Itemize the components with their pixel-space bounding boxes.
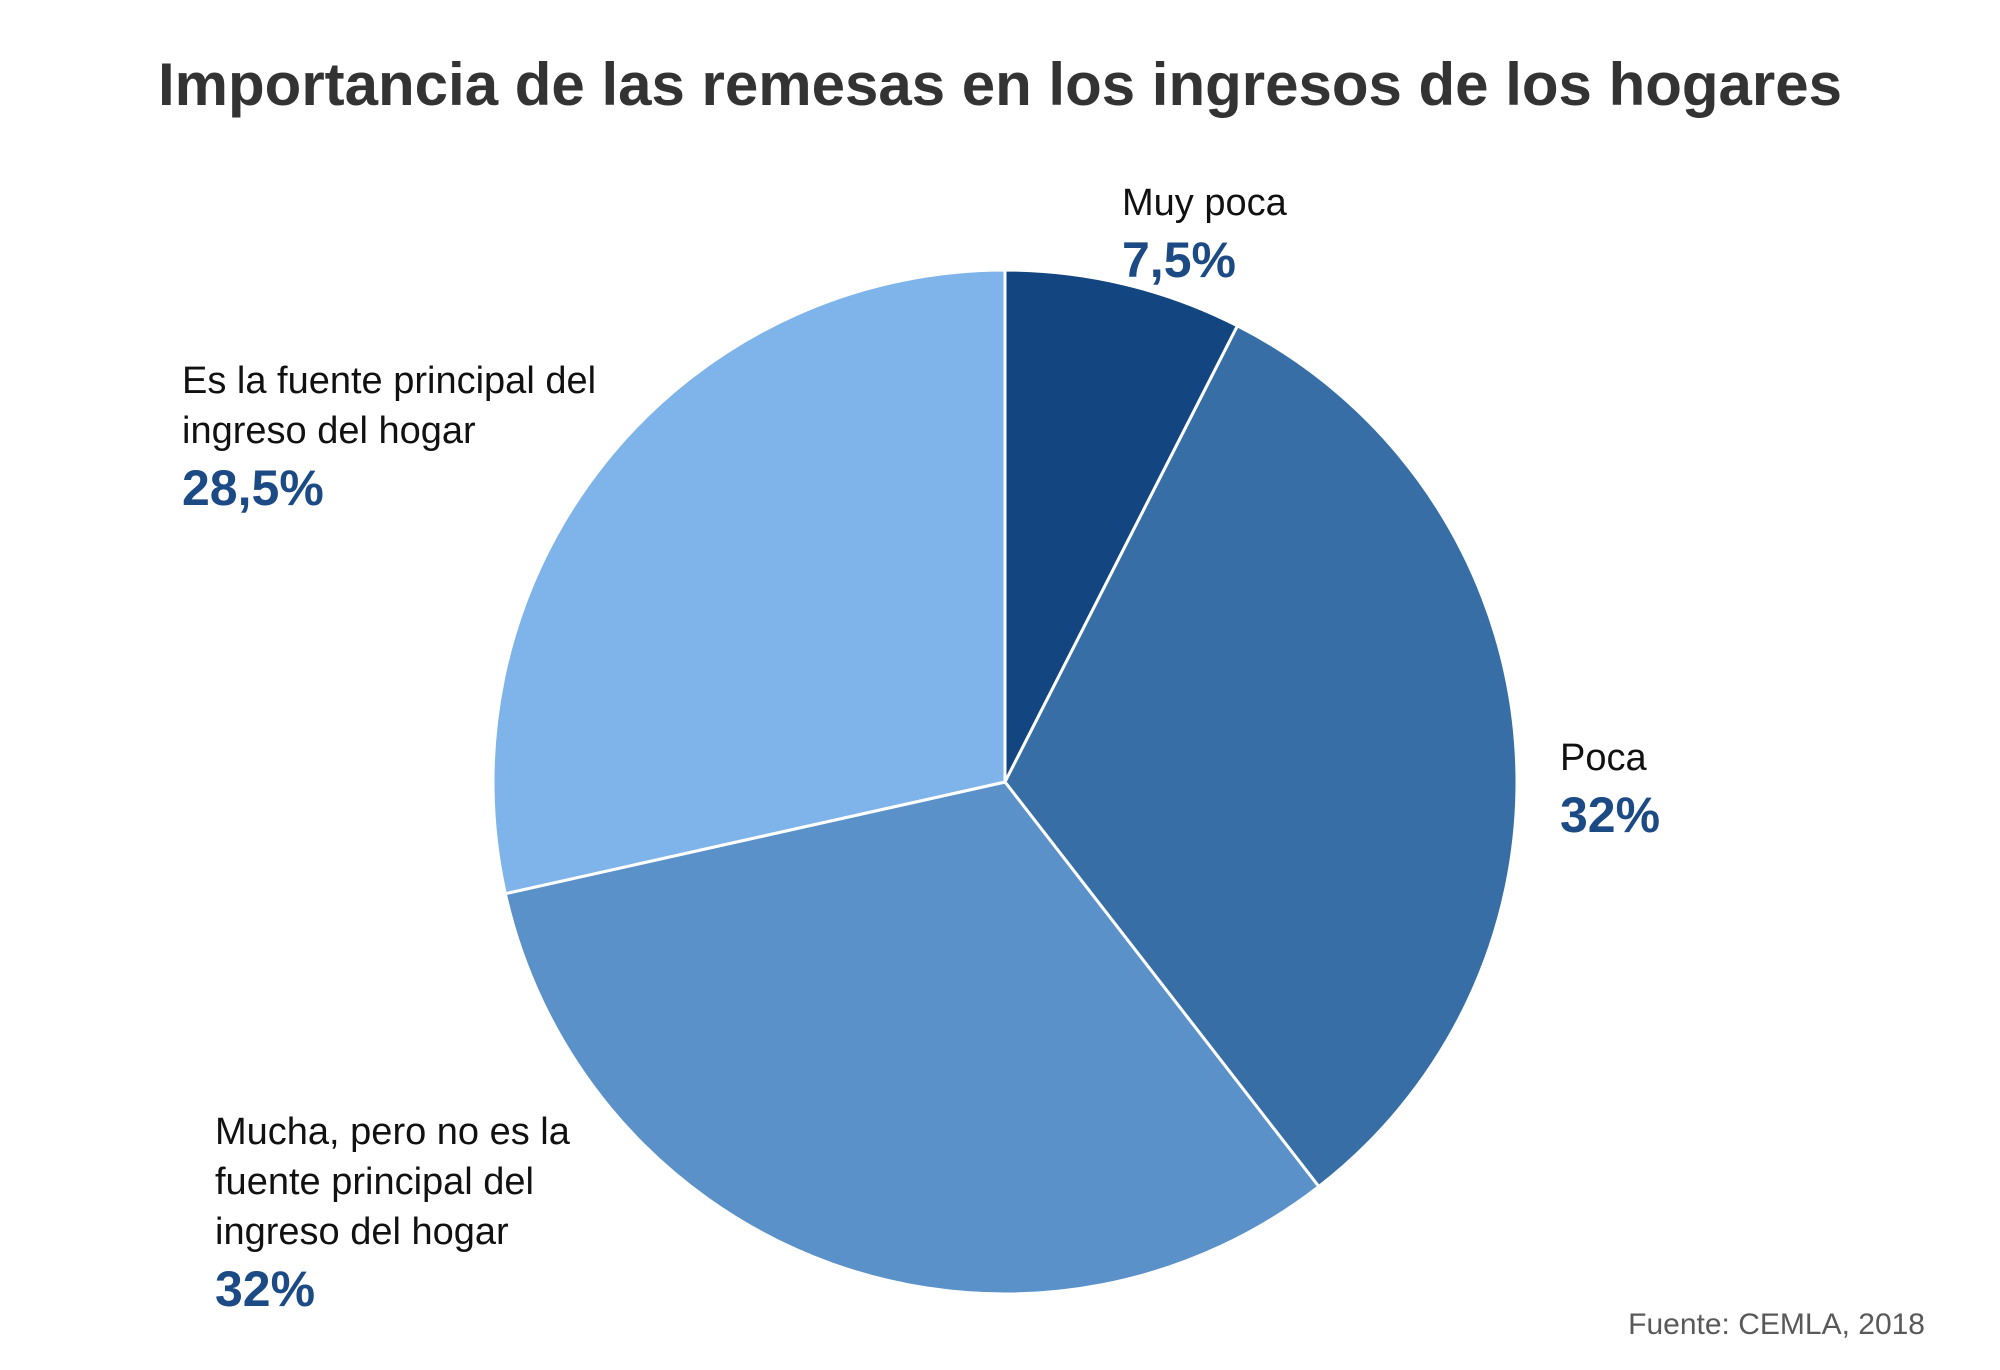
slice-value: 7,5% (1122, 232, 1236, 288)
slice-value: 28,5% (182, 460, 324, 516)
source-note: Fuente: CEMLA, 2018 (1628, 1308, 1925, 1341)
slice-label-muy-poca: Muy poca 7,5% (1122, 178, 1287, 292)
pie-slice-1 (1003, 323, 1519, 1189)
slice-value: 32% (1560, 787, 1661, 843)
pie-slice-0 (1003, 268, 1240, 783)
pie-slice-2 (503, 780, 1321, 1296)
chart-title: Importancia de las remesas en los ingres… (158, 51, 1842, 118)
slice-name: Es la fuente principal del ingreso del h… (182, 360, 597, 452)
slice-label-fuente-principal: Es la fuente principal del ingreso del h… (182, 356, 642, 520)
pie-slice-3 (491, 268, 1007, 896)
slice-name: Mucha, pero no es la fuente principal de… (215, 1111, 570, 1253)
slice-value: 32% (215, 1261, 316, 1317)
slice-label-mucha: Mucha, pero no es la fuente principal de… (215, 1107, 635, 1321)
slice-label-poca: Poca 32% (1560, 733, 1660, 847)
slice-name: Poca (1560, 737, 1647, 779)
slice-name: Muy poca (1122, 182, 1287, 224)
